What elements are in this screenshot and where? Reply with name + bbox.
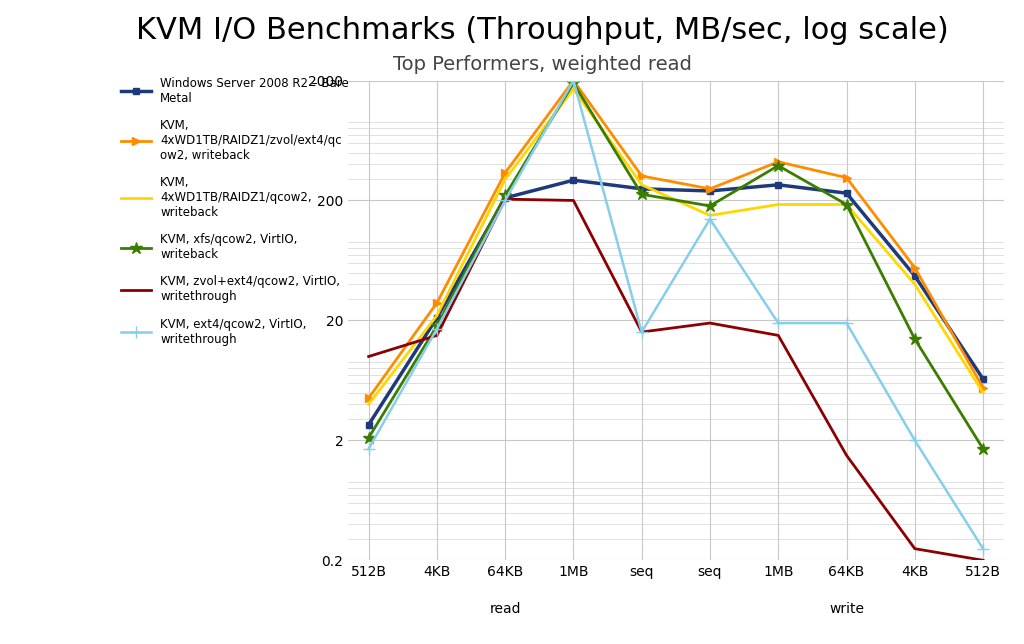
KVM, zvol+ext4/qcow2, VirtIO,
writethrough <box>636 328 648 336</box>
Text: Top Performers, weighted read: Top Performers, weighted read <box>393 55 692 74</box>
Line: KVM,
4xWD1TB/RAIDZ1/zvol/ext4/qc
ow2, writeback: KVM, 4xWD1TB/RAIDZ1/zvol/ext4/qc ow2, wr… <box>365 77 987 402</box>
KVM, zvol+ext4/qcow2, VirtIO,
writethrough <box>703 319 716 327</box>
KVM, ext4/qcow2, VirtIO,
writethrough <box>841 319 853 327</box>
Windows Server 2008 R2 – Bare
Metal <box>636 185 648 193</box>
KVM, ext4/qcow2, VirtIO,
writethrough <box>362 445 375 453</box>
KVM,
4xWD1TB/RAIDZ1/qcow2,
writeback <box>772 201 784 209</box>
KVM, ext4/qcow2, VirtIO,
writethrough <box>431 325 443 333</box>
KVM,
4xWD1TB/RAIDZ1/zvol/ext4/qc
ow2, writeback <box>772 158 784 166</box>
Line: KVM,
4xWD1TB/RAIDZ1/qcow2,
writeback: KVM, 4xWD1TB/RAIDZ1/qcow2, writeback <box>369 89 983 404</box>
Windows Server 2008 R2 – Bare
Metal <box>841 189 853 197</box>
KVM,
4xWD1TB/RAIDZ1/qcow2,
writeback <box>841 201 853 209</box>
KVM, xfs/qcow2, VirtIO,
writeback <box>567 79 580 87</box>
Windows Server 2008 R2 – Bare
Metal <box>362 421 375 428</box>
KVM,
4xWD1TB/RAIDZ1/zvol/ext4/qc
ow2, writeback <box>567 77 580 84</box>
Line: KVM, zvol+ext4/qcow2, VirtIO,
writethrough: KVM, zvol+ext4/qcow2, VirtIO, writethrou… <box>369 199 983 560</box>
Windows Server 2008 R2 – Bare
Metal <box>431 314 443 322</box>
Windows Server 2008 R2 – Bare
Metal <box>703 187 716 195</box>
KVM, xfs/qcow2, VirtIO,
writeback <box>499 192 511 200</box>
KVM,
4xWD1TB/RAIDZ1/zvol/ext4/qc
ow2, writeback <box>977 384 989 392</box>
KVM,
4xWD1TB/RAIDZ1/qcow2,
writeback <box>499 175 511 183</box>
KVM,
4xWD1TB/RAIDZ1/zvol/ext4/qc
ow2, writeback <box>362 394 375 402</box>
KVM,
4xWD1TB/RAIDZ1/zvol/ext4/qc
ow2, writeback <box>636 172 648 180</box>
KVM, xfs/qcow2, VirtIO,
writeback <box>362 434 375 442</box>
KVM, xfs/qcow2, VirtIO,
writeback <box>977 445 989 453</box>
KVM, ext4/qcow2, VirtIO,
writethrough <box>977 545 989 553</box>
KVM, zvol+ext4/qcow2, VirtIO,
writethrough <box>977 556 989 564</box>
KVM,
4xWD1TB/RAIDZ1/zvol/ext4/qc
ow2, writeback <box>499 169 511 176</box>
KVM, ext4/qcow2, VirtIO,
writethrough <box>908 437 921 444</box>
KVM, zvol+ext4/qcow2, VirtIO,
writethrough <box>567 196 580 204</box>
KVM,
4xWD1TB/RAIDZ1/qcow2,
writeback <box>636 181 648 189</box>
KVM,
4xWD1TB/RAIDZ1/zvol/ext4/qc
ow2, writeback <box>431 299 443 307</box>
KVM, ext4/qcow2, VirtIO,
writethrough <box>636 328 648 336</box>
Text: write: write <box>829 602 864 616</box>
Text: read: read <box>489 602 521 616</box>
KVM,
4xWD1TB/RAIDZ1/qcow2,
writeback <box>567 85 580 93</box>
Line: Windows Server 2008 R2 – Bare
Metal: Windows Server 2008 R2 – Bare Metal <box>366 176 986 428</box>
KVM, zvol+ext4/qcow2, VirtIO,
writethrough <box>499 195 511 203</box>
KVM, ext4/qcow2, VirtIO,
writethrough <box>703 215 716 223</box>
Text: KVM I/O Benchmarks (Throughput, MB/sec, log scale): KVM I/O Benchmarks (Throughput, MB/sec, … <box>136 16 949 45</box>
KVM, ext4/qcow2, VirtIO,
writethrough <box>567 77 580 84</box>
Line: KVM, xfs/qcow2, VirtIO,
writeback: KVM, xfs/qcow2, VirtIO, writeback <box>362 77 989 455</box>
KVM,
4xWD1TB/RAIDZ1/qcow2,
writeback <box>908 280 921 288</box>
KVM,
4xWD1TB/RAIDZ1/qcow2,
writeback <box>431 312 443 319</box>
KVM,
4xWD1TB/RAIDZ1/zvol/ext4/qc
ow2, writeback <box>908 264 921 272</box>
Windows Server 2008 R2 – Bare
Metal <box>567 176 580 184</box>
KVM,
4xWD1TB/RAIDZ1/qcow2,
writeback <box>362 401 375 408</box>
KVM, xfs/qcow2, VirtIO,
writeback <box>431 322 443 330</box>
KVM, zvol+ext4/qcow2, VirtIO,
writethrough <box>841 451 853 459</box>
KVM, xfs/qcow2, VirtIO,
writeback <box>703 202 716 210</box>
Windows Server 2008 R2 – Bare
Metal <box>499 194 511 202</box>
Legend: Windows Server 2008 R2 – Bare
Metal, KVM,
4xWD1TB/RAIDZ1/zvol/ext4/qc
ow2, write: Windows Server 2008 R2 – Bare Metal, KVM… <box>122 77 349 346</box>
KVM, xfs/qcow2, VirtIO,
writeback <box>636 191 648 198</box>
KVM, xfs/qcow2, VirtIO,
writeback <box>908 335 921 343</box>
KVM, ext4/qcow2, VirtIO,
writethrough <box>499 196 511 204</box>
KVM, zvol+ext4/qcow2, VirtIO,
writethrough <box>772 332 784 339</box>
KVM, xfs/qcow2, VirtIO,
writeback <box>772 162 784 169</box>
Line: KVM, ext4/qcow2, VirtIO,
writethrough: KVM, ext4/qcow2, VirtIO, writethrough <box>364 75 988 554</box>
KVM,
4xWD1TB/RAIDZ1/zvol/ext4/qc
ow2, writeback <box>841 174 853 182</box>
KVM,
4xWD1TB/RAIDZ1/zvol/ext4/qc
ow2, writeback <box>703 185 716 193</box>
Windows Server 2008 R2 – Bare
Metal <box>977 375 989 383</box>
KVM, zvol+ext4/qcow2, VirtIO,
writethrough <box>431 332 443 339</box>
KVM, xfs/qcow2, VirtIO,
writeback <box>841 201 853 209</box>
KVM, ext4/qcow2, VirtIO,
writethrough <box>772 319 784 327</box>
KVM,
4xWD1TB/RAIDZ1/qcow2,
writeback <box>703 212 716 220</box>
KVM, zvol+ext4/qcow2, VirtIO,
writethrough <box>362 353 375 361</box>
KVM,
4xWD1TB/RAIDZ1/qcow2,
writeback <box>977 389 989 397</box>
KVM, zvol+ext4/qcow2, VirtIO,
writethrough <box>908 545 921 553</box>
Windows Server 2008 R2 – Bare
Metal <box>908 272 921 279</box>
Windows Server 2008 R2 – Bare
Metal <box>772 181 784 189</box>
